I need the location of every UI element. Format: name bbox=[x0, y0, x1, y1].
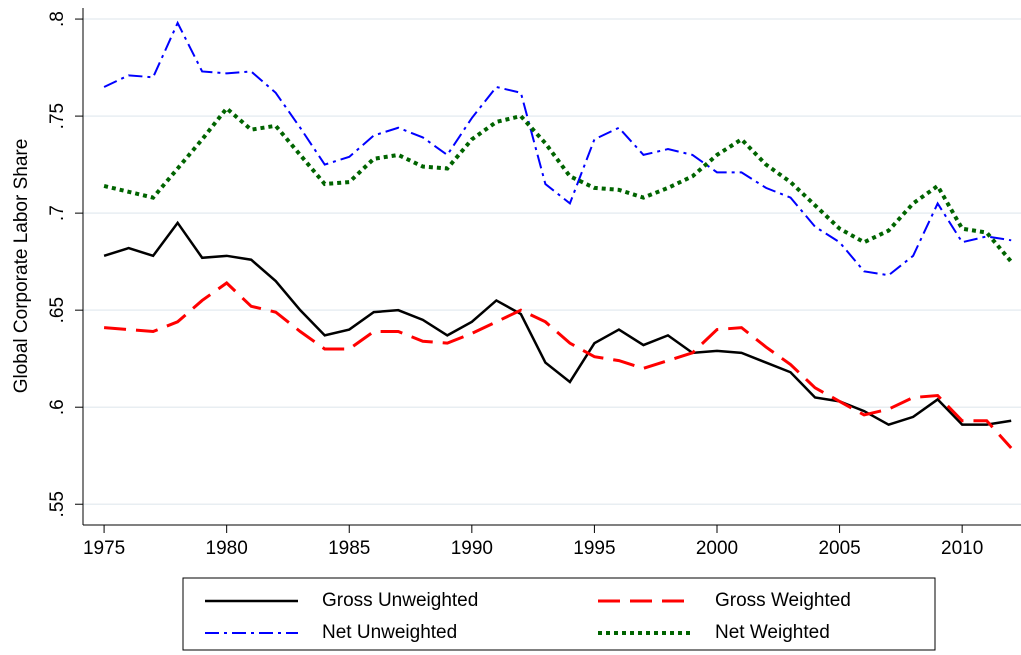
legend bbox=[182, 577, 936, 651]
y-tick-label: .55 bbox=[47, 491, 68, 517]
x-tick-label: 2010 bbox=[941, 538, 983, 559]
y-tick-label: .6 bbox=[47, 399, 68, 415]
y-tick-label: .65 bbox=[47, 297, 68, 323]
legend-label: Gross Weighted bbox=[715, 590, 851, 611]
y-tick-label: .8 bbox=[47, 11, 68, 27]
y-axis-title: Global Corporate Labor Share bbox=[11, 139, 32, 394]
x-tick-label: 2005 bbox=[818, 538, 860, 559]
series-line bbox=[103, 281, 1013, 449]
series-line bbox=[103, 105, 1013, 263]
x-tick-label: 1985 bbox=[328, 538, 370, 559]
y-tick-label: .75 bbox=[47, 103, 68, 129]
legend-label: Net Weighted bbox=[715, 622, 830, 643]
y-tick-label: .7 bbox=[47, 205, 68, 221]
legend-label: Net Unweighted bbox=[322, 622, 457, 643]
x-tick-label: 2000 bbox=[696, 538, 738, 559]
x-tick-label: 1995 bbox=[573, 538, 615, 559]
series-line bbox=[103, 20, 1012, 277]
x-tick-label: 1990 bbox=[451, 538, 493, 559]
legend-label: Gross Unweighted bbox=[322, 590, 478, 611]
x-tick-label: 1980 bbox=[206, 538, 248, 559]
series-line bbox=[103, 220, 1012, 427]
x-tick-label: 1975 bbox=[83, 538, 125, 559]
